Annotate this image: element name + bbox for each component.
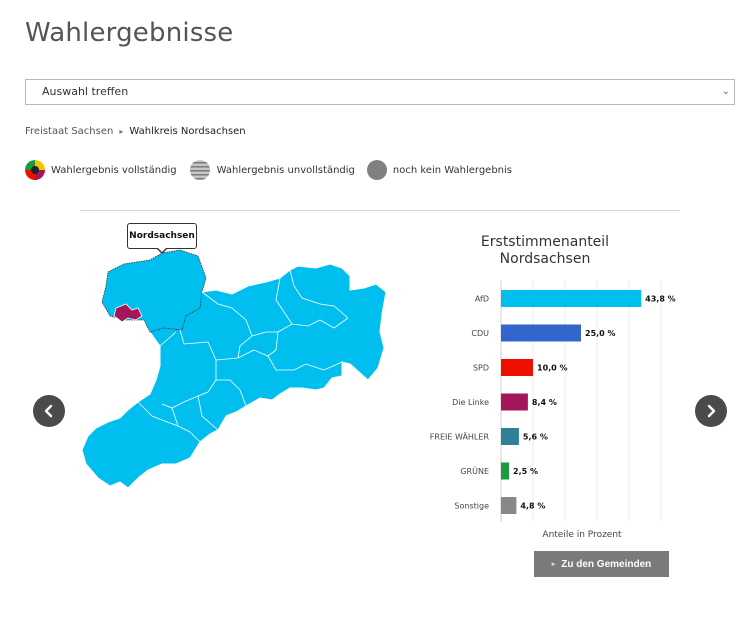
chart-category-label: AfD	[475, 295, 489, 304]
legend-complete: Wahlergebnis vollständig	[25, 160, 177, 180]
legend-incomplete-label: Wahlergebnis unvollständig	[216, 164, 355, 176]
legend-incomplete: Wahlergebnis unvollständig	[189, 160, 355, 180]
breadcrumb-root[interactable]: Freistaat Sachsen	[25, 126, 114, 137]
legend-none: noch kein Wahlergebnis	[366, 160, 512, 180]
map-tooltip: Nordsachsen	[127, 223, 197, 254]
chart-value-label: 8,4 %	[532, 398, 557, 407]
chart-bar[interactable]	[501, 290, 642, 307]
chart-category-label: FREIE WÄHLER	[430, 432, 490, 442]
chart-value-label: 43,8 %	[645, 295, 676, 304]
select-value: Auswahl treffen	[42, 85, 129, 98]
chevron-right-icon	[707, 404, 716, 418]
breadcrumb-separator-icon: ▸	[119, 127, 124, 136]
chart-category-label: SPD	[473, 364, 489, 373]
chart-bar[interactable]	[501, 393, 528, 411]
prev-button[interactable]	[33, 395, 65, 427]
map-region-leipzig[interactable]	[113, 303, 143, 323]
chart-title: Erststimmenanteil Nordsachsen	[480, 234, 610, 267]
page-title: Wahlergebnisse	[25, 18, 234, 48]
chart-bar[interactable]	[501, 324, 581, 342]
chart-value-label: 10,0 %	[537, 364, 568, 373]
chart-category-label: Sonstige	[454, 502, 489, 511]
next-button[interactable]	[695, 395, 727, 427]
chart-value-label: 2,5 %	[513, 467, 538, 476]
striped-circle-icon	[189, 160, 210, 180]
breadcrumb-current: Wahlkreis Nordsachsen	[129, 126, 246, 137]
chart-category-label: GRÜNE	[460, 466, 489, 476]
vote-share-chart: AfD 43,8 % CDU 25,0 % SPD 10,0 % Die Linke 8,4 …	[430, 280, 676, 540]
chevron-left-icon	[44, 404, 53, 418]
chart-x-axis-label: Anteile in Prozent	[542, 530, 622, 540]
chart-value-label: 25,0 %	[585, 329, 616, 338]
chart-bar[interactable]	[501, 462, 509, 480]
to-municipalities-label: Zu den Gemeinden	[561, 558, 652, 570]
map-district-borders	[137, 269, 349, 443]
chart-value-label: 5,6 %	[523, 433, 548, 442]
chart-value-label: 4,8 %	[520, 502, 545, 511]
divider	[80, 210, 680, 211]
region-select[interactable]: Auswahl treffen ⌄	[25, 79, 735, 105]
chart-category-label: CDU	[471, 329, 489, 338]
chart-bar[interactable]	[501, 497, 517, 514]
to-municipalities-button[interactable]: ▸ Zu den Gemeinden	[534, 551, 669, 577]
saxony-map	[81, 249, 387, 489]
pie-complete-icon	[25, 160, 45, 180]
legend-complete-label: Wahlergebnis vollständig	[51, 164, 177, 176]
chart-category-label: Die Linke	[452, 398, 489, 407]
chart-bar[interactable]	[501, 359, 533, 376]
breadcrumb: Freistaat Sachsen ▸ Wahlkreis Nordsachse…	[25, 126, 246, 137]
chart-bar[interactable]	[501, 428, 519, 445]
result-legend: Wahlergebnis vollständig Wahlergebnis un…	[25, 160, 524, 180]
arrow-right-icon: ▸	[551, 561, 556, 568]
legend-none-label: noch kein Wahlergebnis	[392, 164, 512, 176]
chevron-down-icon: ⌄	[721, 86, 730, 97]
grey-circle-icon	[366, 160, 387, 180]
